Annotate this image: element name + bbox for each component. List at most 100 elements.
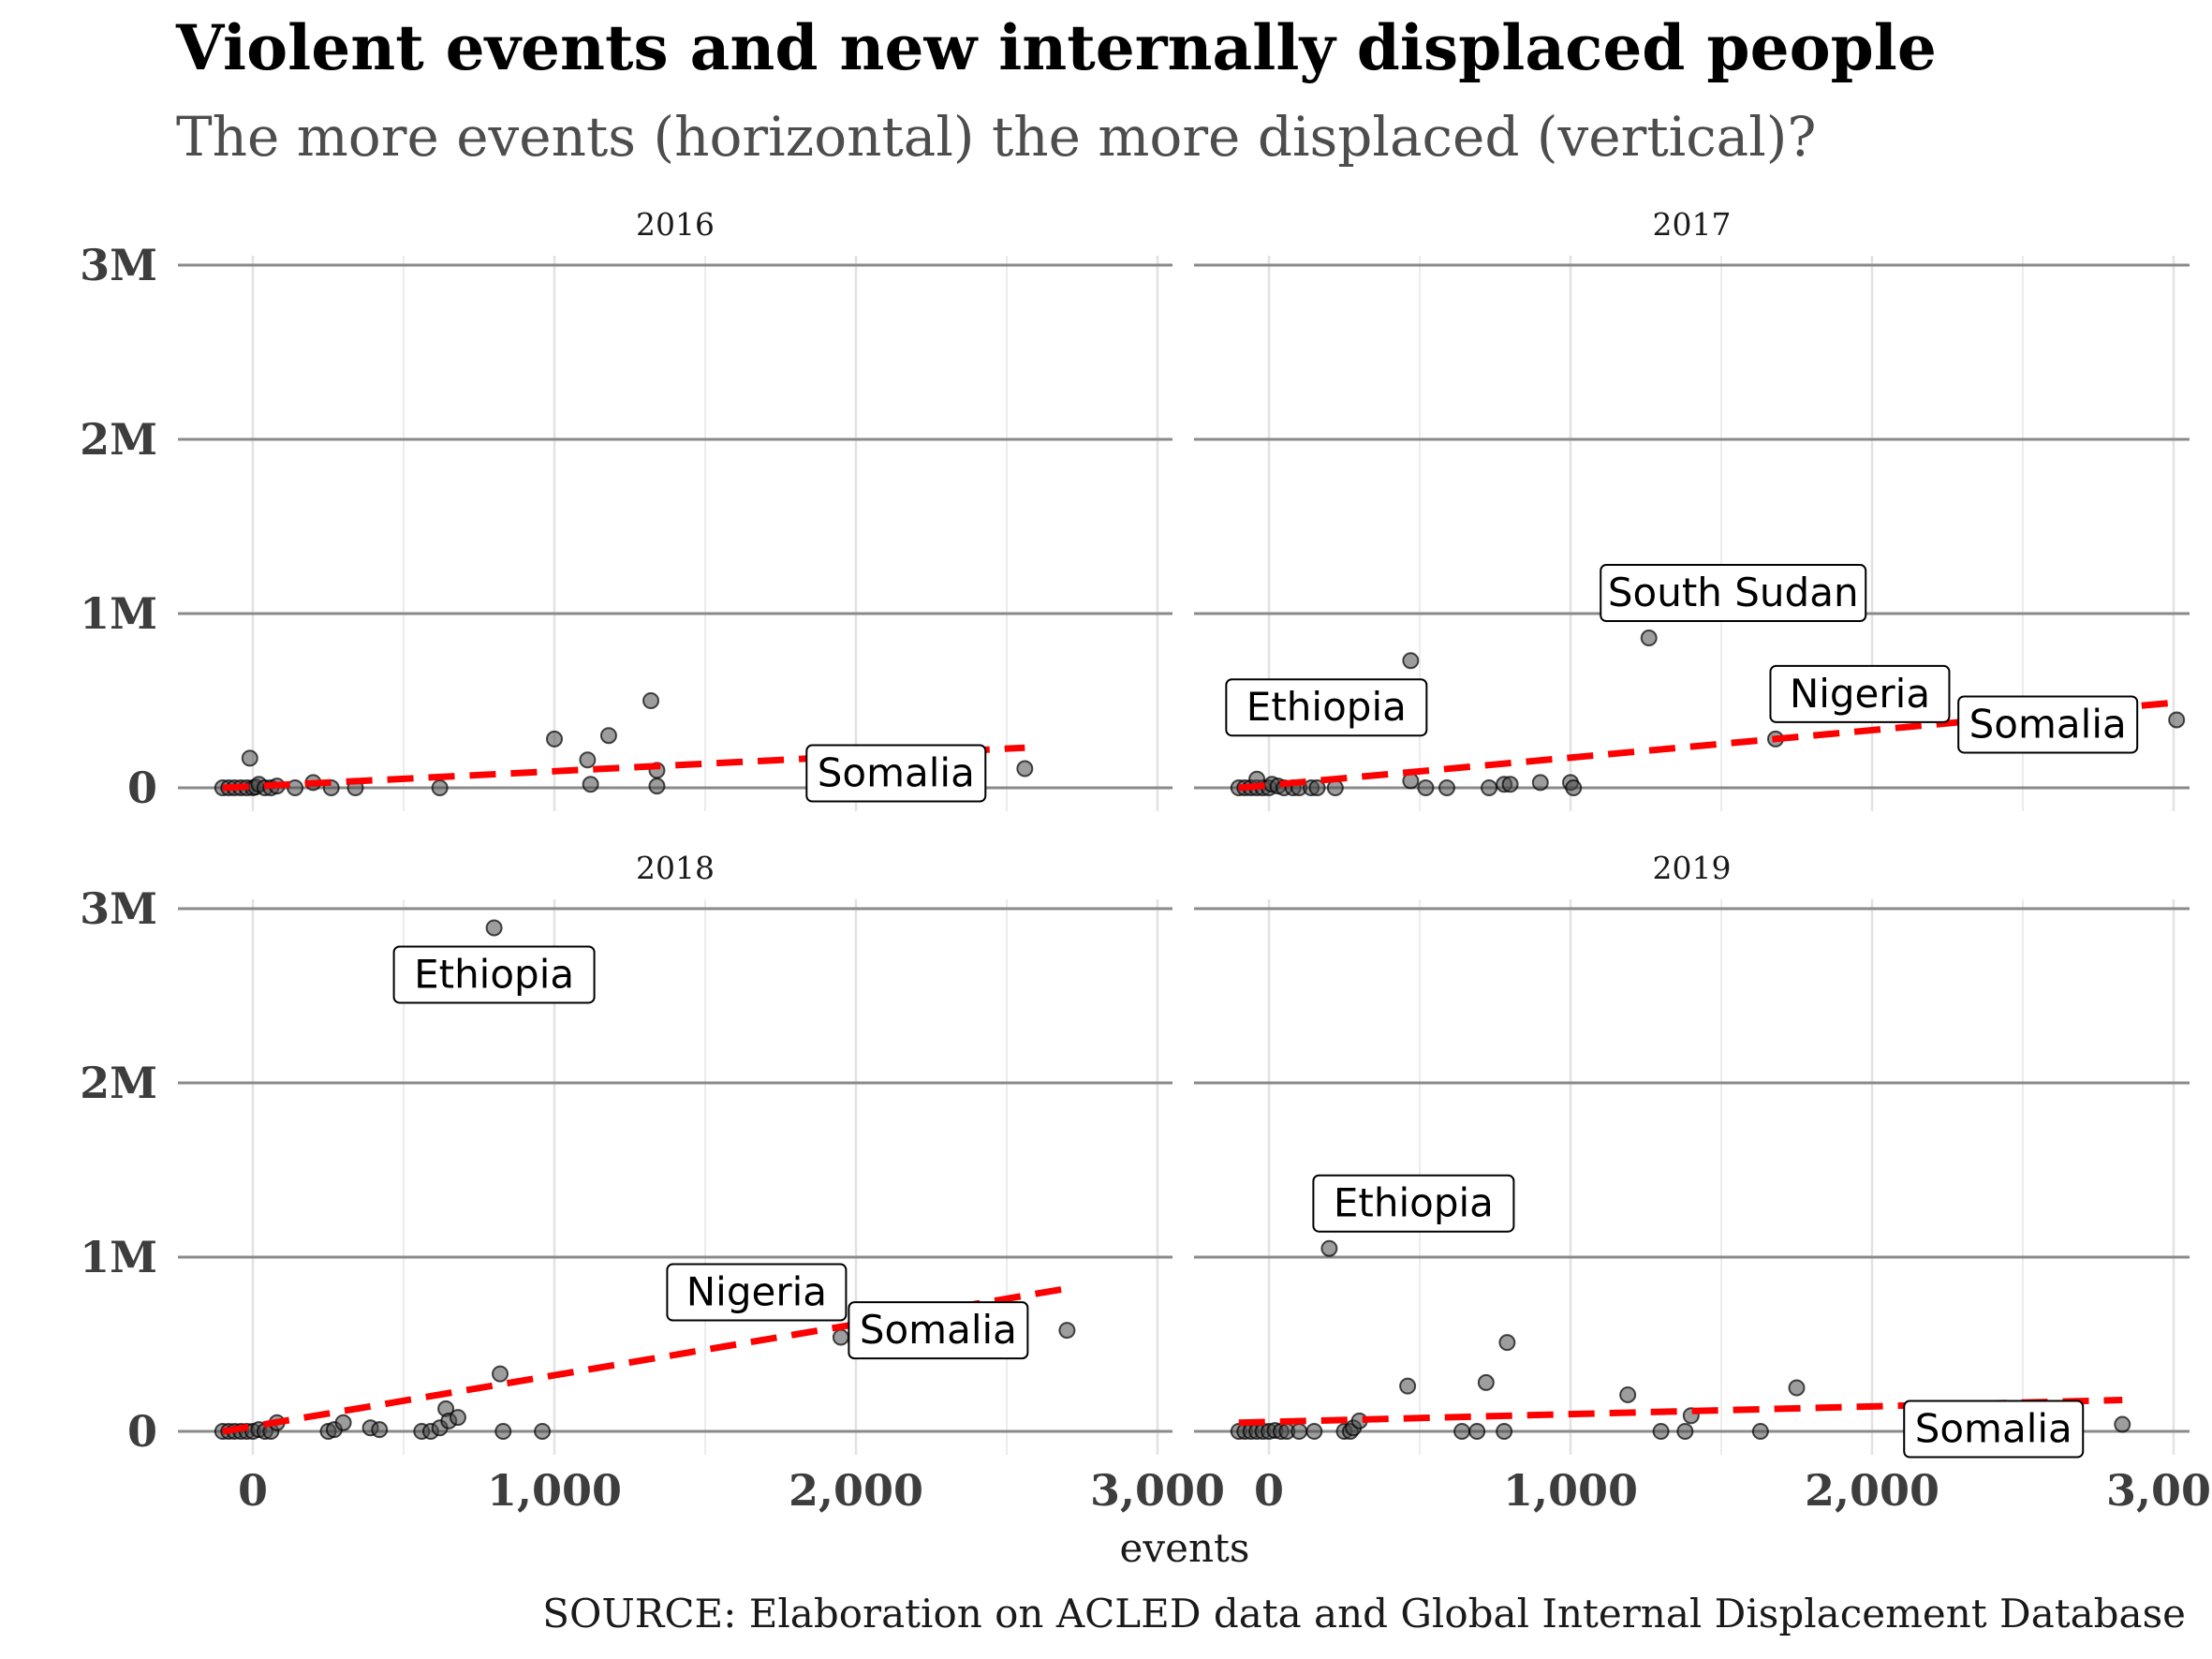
point-label-nigeria: Nigeria <box>1769 664 1951 723</box>
data-point <box>371 1421 389 1439</box>
data-point <box>1417 779 1435 796</box>
data-point <box>648 778 666 795</box>
data-point <box>1438 779 1455 796</box>
data-point <box>485 919 503 937</box>
point-label-box <box>1769 664 1951 723</box>
point-label-text: Ethiopia <box>414 951 574 997</box>
facet-strip-label: 2017 <box>1653 206 1732 243</box>
data-point <box>1290 1423 1308 1440</box>
data-point <box>579 751 597 769</box>
facet-strip-label: 2019 <box>1653 850 1732 886</box>
x-tick-label: 2,000 <box>1805 1465 1939 1516</box>
x-axis-label: events <box>1120 1525 1250 1571</box>
data-point <box>832 1328 849 1346</box>
data-point <box>1399 1377 1417 1395</box>
y-tick-label: 3M <box>80 883 157 934</box>
point-label-box <box>1903 1400 2085 1459</box>
point-label-box <box>1957 695 2139 754</box>
data-point <box>1751 1423 1769 1440</box>
panel-2016: 2016 0 1M 2M 3M Somalia <box>80 206 1172 813</box>
trend-line <box>1238 1397 2123 1427</box>
data-point <box>1788 1379 1806 1397</box>
point-label-text: Somalia <box>818 750 975 796</box>
data-point <box>241 749 258 767</box>
point-label-text: Nigeria <box>686 1269 827 1315</box>
point-label-box <box>1600 564 1867 623</box>
y-tick-label: 0 <box>127 763 157 813</box>
data-point <box>642 692 660 709</box>
panel-2017: 2017 Ethiopia South Sudan Nigeria Somalia <box>1194 206 2190 811</box>
point-label-box <box>666 1263 848 1322</box>
data-point <box>534 1423 552 1440</box>
chart-caption: SOURCE: Elaboration on ACLED data and Gl… <box>542 1591 2186 1637</box>
data-point <box>1477 1373 1495 1391</box>
y-tick-label: 1M <box>80 588 157 639</box>
point-label-ethiopia: Ethiopia <box>1312 1174 1515 1233</box>
data-point <box>1496 1423 1513 1440</box>
point-label-box <box>1225 678 1428 737</box>
data-point <box>1320 1239 1338 1257</box>
point-label-text: Somalia <box>860 1307 1017 1353</box>
data-point <box>2168 711 2186 729</box>
panel-2018: 2018 0 1M 2M 3M 0 1,000 2,000 3,000 Ethiopia Niger… <box>80 850 1225 1516</box>
data-point <box>1652 1423 1670 1440</box>
facet-panels: 2016 0 1M 2M 3M Somalia 2017 Ethiopia South Suda… <box>80 206 2212 1516</box>
point-label-south-sudan: South Sudan <box>1600 564 1867 623</box>
data-point <box>431 779 449 796</box>
data-point <box>1565 779 1583 796</box>
point-label-text: Ethiopia <box>1334 1180 1494 1226</box>
data-point <box>494 1423 512 1440</box>
data-point <box>1498 1334 1516 1352</box>
point-label-text: Ethiopia <box>1246 684 1407 730</box>
data-point <box>2114 1415 2131 1433</box>
data-point <box>1531 774 1549 792</box>
point-label-text: Nigeria <box>1790 671 1930 717</box>
data-point <box>1481 779 1498 796</box>
chart-subtitle: The more events (horizontal) the more di… <box>176 105 1817 169</box>
point-label-box <box>1312 1174 1515 1233</box>
y-tick-label: 0 <box>127 1406 157 1457</box>
point-label-box <box>848 1301 1029 1360</box>
x-tick-label: 2,000 <box>789 1465 923 1516</box>
data-point <box>492 1365 509 1383</box>
data-point <box>1453 1423 1471 1440</box>
point-label-nigeria: Nigeria <box>666 1263 848 1322</box>
data-point <box>599 727 617 745</box>
x-tick-label: 3,000 <box>2106 1465 2212 1516</box>
point-label-box <box>805 744 987 803</box>
y-tick-label: 3M <box>80 240 157 290</box>
data-point <box>1402 652 1420 670</box>
point-label-text: Somalia <box>1969 701 2127 747</box>
point-label-somalia: Somalia <box>1957 695 2139 754</box>
x-tick-label: 1,000 <box>1503 1465 1638 1516</box>
point-label-somalia: Somalia <box>805 744 987 803</box>
point-label-somalia: Somalia <box>1903 1400 2085 1459</box>
data-point <box>1619 1385 1637 1403</box>
data-point <box>1676 1423 1694 1440</box>
data-point <box>1501 776 1519 793</box>
y-tick-label: 2M <box>80 1058 157 1108</box>
point-label-text: South Sudan <box>1608 570 1859 615</box>
point-label-ethiopia: Ethiopia <box>392 945 596 1004</box>
data-point <box>1468 1423 1486 1440</box>
data-point <box>334 1414 352 1431</box>
data-point <box>582 776 599 793</box>
data-point <box>1305 1423 1323 1440</box>
point-label-text: Somalia <box>1915 1406 2072 1452</box>
data-point <box>449 1409 466 1427</box>
point-label-somalia: Somalia <box>848 1301 1029 1360</box>
data-point <box>546 730 563 748</box>
data-point <box>1016 760 1034 778</box>
data-point <box>1640 630 1658 647</box>
data-point <box>1308 779 1326 796</box>
y-tick-label: 1M <box>80 1232 157 1282</box>
chart-title: Violent events and new internally displa… <box>175 11 1937 84</box>
facet-strip-label: 2016 <box>636 206 715 243</box>
point-label-ethiopia: Ethiopia <box>1225 678 1428 737</box>
x-tick-label: 1,000 <box>487 1465 622 1516</box>
x-tick-label: 3,000 <box>1090 1465 1225 1516</box>
x-tick-label: 0 <box>1254 1465 1284 1516</box>
x-tick-label: 0 <box>238 1465 268 1516</box>
data-point <box>1058 1322 1076 1340</box>
